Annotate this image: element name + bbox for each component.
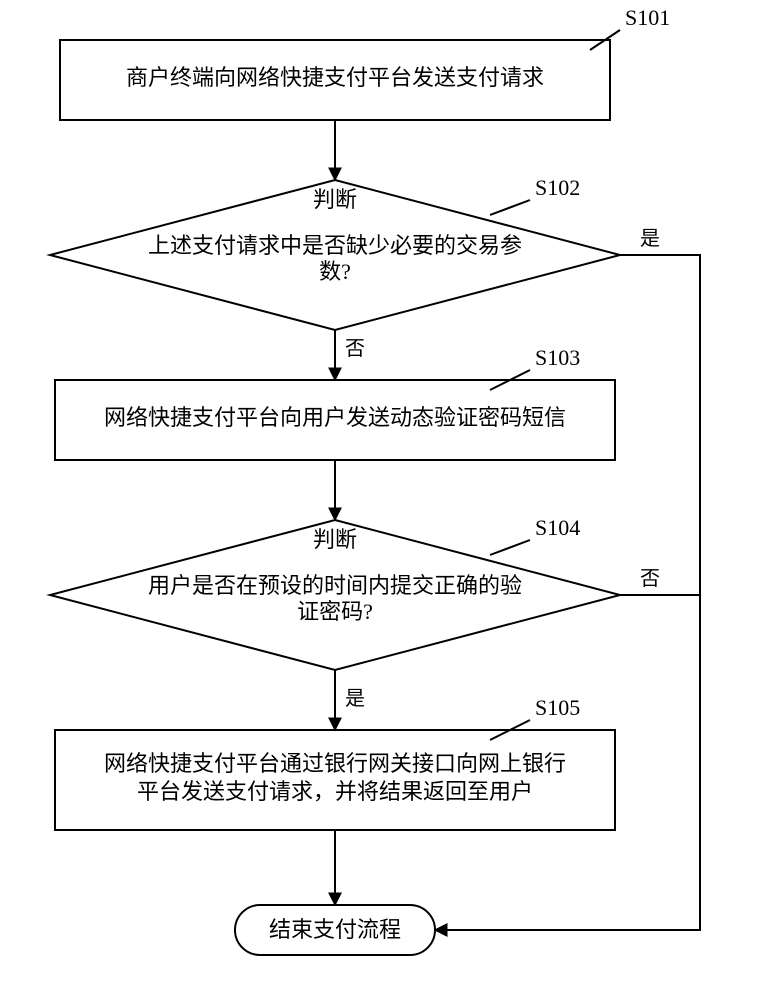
node-text: 平台发送支付请求，并将结果返回至用户 xyxy=(137,779,533,804)
node-text: 数? xyxy=(319,259,351,284)
flowchart-diagram: 商户终端向网络快捷支付平台发送支付请求S101判断上述支付请求中是否缺少必要的交… xyxy=(0,0,773,1000)
node-text: 商户终端向网络快捷支付平台发送支付请求 xyxy=(126,65,544,90)
node-end: 结束支付流程 xyxy=(235,905,435,955)
diamond-top-label: 判断 xyxy=(313,527,357,552)
terminator-text: 结束支付流程 xyxy=(269,917,401,942)
step-label: S101 xyxy=(625,5,670,30)
edge-label: 否 xyxy=(640,568,660,590)
node-text: 网络快捷支付平台通过银行网关接口向网上银行 xyxy=(104,751,566,776)
node-text: 证密码? xyxy=(297,599,373,624)
edge-label: 是 xyxy=(345,688,365,710)
node-s101: 商户终端向网络快捷支付平台发送支付请求 S101 xyxy=(60,5,670,120)
edge-label: 是 xyxy=(640,228,660,250)
edge-4: 是 xyxy=(335,670,365,730)
step-label: S105 xyxy=(535,695,580,720)
node-text: 网络快捷支付平台向用户发送动态验证密码短信 xyxy=(104,405,566,430)
node-text: 上述支付请求中是否缺少必要的交易参 xyxy=(148,233,522,258)
node-text: 用户是否在预设的时间内提交正确的验 xyxy=(148,573,522,598)
step-label: S102 xyxy=(535,175,580,200)
step-label: S103 xyxy=(535,345,580,370)
node-s102: 判断上述支付请求中是否缺少必要的交易参数? S102 xyxy=(50,175,620,330)
step-label: S104 xyxy=(535,515,580,540)
edge-1: 否 xyxy=(335,330,365,380)
edge-5: 否 xyxy=(620,568,700,595)
diamond-top-label: 判断 xyxy=(313,187,357,212)
node-s104: 判断用户是否在预设的时间内提交正确的验证密码? S104 xyxy=(50,515,620,670)
edge-label: 否 xyxy=(345,338,365,360)
